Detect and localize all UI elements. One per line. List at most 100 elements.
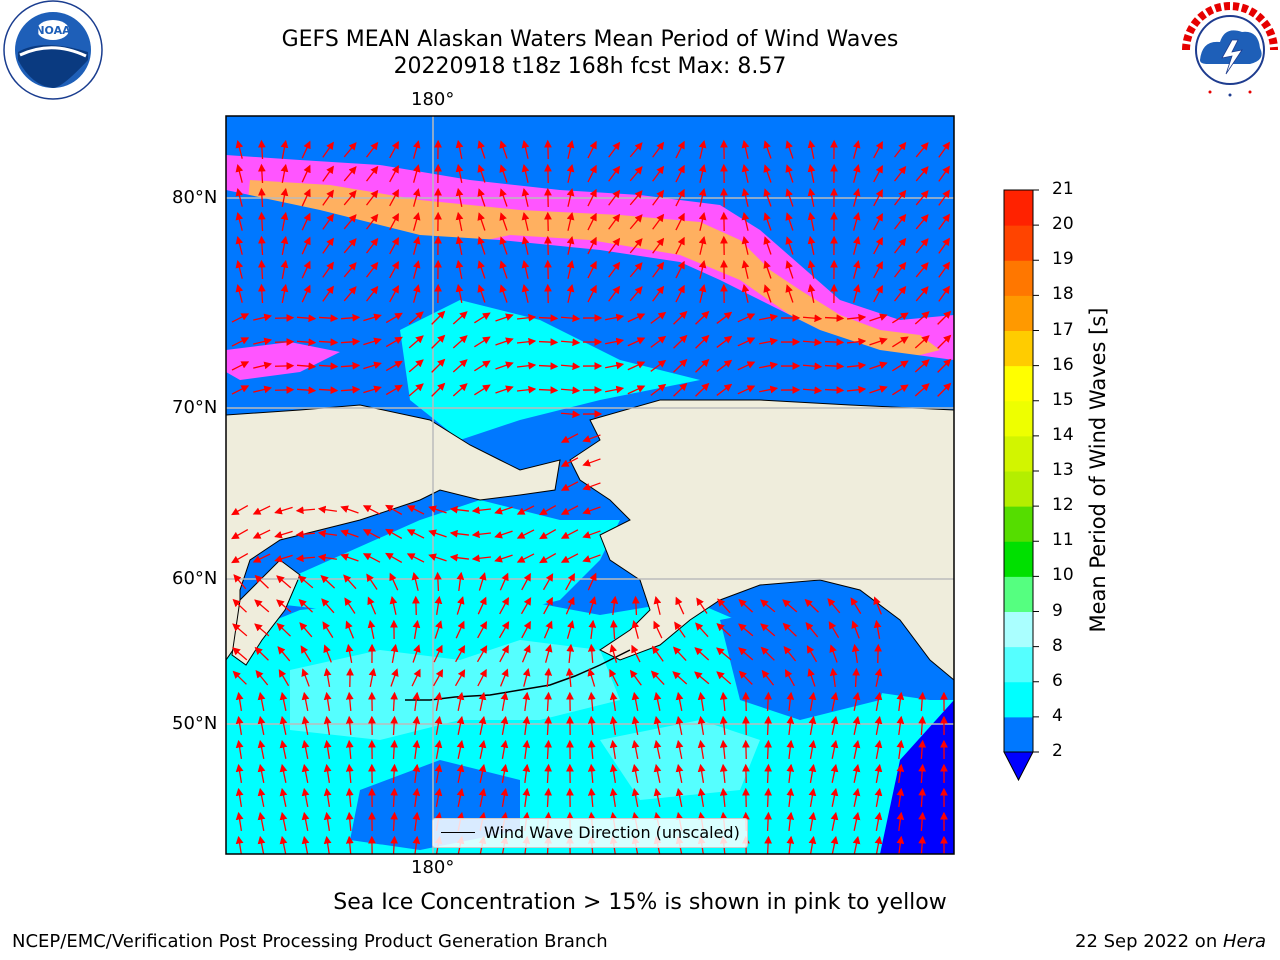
- wind-wave-arrow: [824, 386, 845, 395]
- wind-wave-arrow: [301, 691, 310, 711]
- wind-wave-arrow: [544, 715, 553, 736]
- wind-wave-arrow: [500, 691, 509, 711]
- colorbar-label: Mean Period of Wind Waves [s]: [1086, 307, 1110, 633]
- wind-wave-arrow: [455, 620, 465, 639]
- wind-wave-arrow: [456, 763, 465, 783]
- wind-wave-arrow: [587, 236, 597, 255]
- wind-wave-arrow: [345, 835, 354, 854]
- wind-wave-arrow: [566, 620, 575, 639]
- wind-wave-arrow: [389, 164, 399, 183]
- wind-wave-arrow: [522, 691, 531, 712]
- wind-wave-arrow: [807, 235, 816, 255]
- wind-wave-arrow: [653, 739, 662, 759]
- wind-wave-arrow: [802, 338, 823, 347]
- wind-wave-arrow: [565, 596, 575, 615]
- wind-wave-arrow: [322, 189, 334, 206]
- wind-wave-arrow: [697, 715, 706, 735]
- colorbar-tick-label: 16: [1052, 354, 1074, 375]
- wind-wave-arrow: [301, 739, 310, 759]
- colorbar-bin: [1004, 611, 1033, 648]
- wind-wave-arrow: [852, 212, 861, 231]
- wind-wave-arrow: [539, 504, 557, 516]
- wind-wave-arrow: [652, 237, 665, 254]
- wind-wave-arrow: [737, 361, 756, 371]
- wind-wave-arrow: [254, 574, 269, 589]
- wind-wave-arrow: [629, 262, 643, 278]
- wind-wave-arrow: [322, 141, 334, 158]
- wind-wave-arrow: [763, 284, 772, 303]
- wind-wave-arrow: [390, 763, 399, 784]
- wind-wave-arrow: [279, 763, 288, 783]
- wind-wave-arrow: [869, 313, 888, 322]
- wind-wave-arrow: [742, 763, 750, 784]
- wind-wave-arrow: [717, 598, 731, 614]
- wind-wave-arrow: [785, 236, 794, 255]
- wind-wave-arrow: [431, 358, 446, 373]
- wind-wave-arrow: [478, 691, 487, 711]
- wind-wave-arrow: [499, 236, 508, 255]
- wind-wave-arrow: [433, 571, 442, 592]
- wind-wave-arrow: [629, 214, 643, 230]
- wind-wave-arrow: [631, 620, 640, 639]
- wind-wave-arrow: [366, 189, 379, 206]
- wind-wave-arrow: [274, 530, 293, 539]
- wind-wave-arrow: [455, 139, 464, 159]
- wind-wave-arrow: [650, 335, 667, 348]
- wind-wave-arrow: [609, 691, 618, 711]
- wind-wave-arrow: [918, 691, 927, 712]
- wind-wave-arrow: [500, 739, 509, 759]
- wind-wave-arrow: [257, 283, 266, 304]
- wind-wave-arrow: [938, 165, 950, 182]
- wind-wave-arrow: [587, 691, 596, 712]
- wind-wave-arrow: [257, 787, 266, 807]
- wind-wave-arrow: [455, 211, 464, 231]
- wind-wave-arrow: [652, 189, 665, 206]
- wind-wave-arrow: [301, 284, 311, 303]
- wind-wave-arrow: [455, 259, 464, 279]
- wind-wave-arrow: [389, 595, 398, 615]
- wind-wave-arrow: [477, 596, 487, 615]
- wind-wave-arrow: [343, 190, 357, 206]
- wind-wave-arrow: [652, 285, 665, 302]
- wind-wave-arrow: [495, 361, 514, 370]
- wind-wave-arrow: [741, 259, 750, 279]
- wind-wave-arrow: [675, 763, 684, 783]
- wind-wave-arrow: [874, 643, 882, 664]
- colorbar-tick-label: 11: [1052, 530, 1074, 551]
- wind-wave-arrow: [495, 337, 514, 346]
- wind-wave-arrow: [582, 530, 601, 539]
- wind-wave-arrow: [257, 691, 266, 711]
- wind-wave-arrow: [631, 763, 640, 783]
- wind-wave-arrow: [582, 506, 601, 515]
- wind-wave-arrow: [806, 645, 818, 663]
- land-alaska: [569, 399, 954, 681]
- wind-wave-arrow: [760, 599, 776, 613]
- wind-wave-arrow: [763, 236, 772, 255]
- wind-wave-arrow: [673, 310, 688, 325]
- wind-wave-arrow: [428, 529, 447, 538]
- wind-wave-arrow: [412, 811, 421, 832]
- wind-wave-arrow: [653, 715, 662, 735]
- wind-wave-arrow: [431, 382, 446, 397]
- wind-wave-arrow: [763, 260, 772, 279]
- wind-wave-arrow: [452, 383, 468, 397]
- sea-ice-pink-strip: [226, 342, 340, 380]
- wind-wave-arrow: [737, 337, 756, 347]
- wind-wave-arrow: [698, 187, 707, 207]
- wind-wave-arrow: [253, 361, 273, 370]
- wind-wave-arrow: [896, 763, 905, 784]
- wind-wave-arrow: [385, 384, 403, 396]
- wind-wave-arrow: [412, 284, 421, 303]
- wind-wave-arrow: [389, 572, 399, 591]
- wind-wave-arrow: [543, 596, 553, 615]
- wind-wave-arrow: [631, 691, 640, 711]
- wind-wave-arrow: [629, 286, 643, 302]
- wind-wave-arrow: [938, 285, 950, 302]
- wind-wave-arrow: [231, 313, 250, 323]
- wind-wave-arrow: [742, 787, 750, 808]
- wind-wave-arrow: [587, 763, 596, 784]
- wind-wave-arrow: [786, 835, 795, 854]
- wind-wave-arrow: [698, 211, 707, 231]
- wind-wave-arrow: [340, 337, 361, 346]
- wind-wave-arrow: [257, 835, 266, 854]
